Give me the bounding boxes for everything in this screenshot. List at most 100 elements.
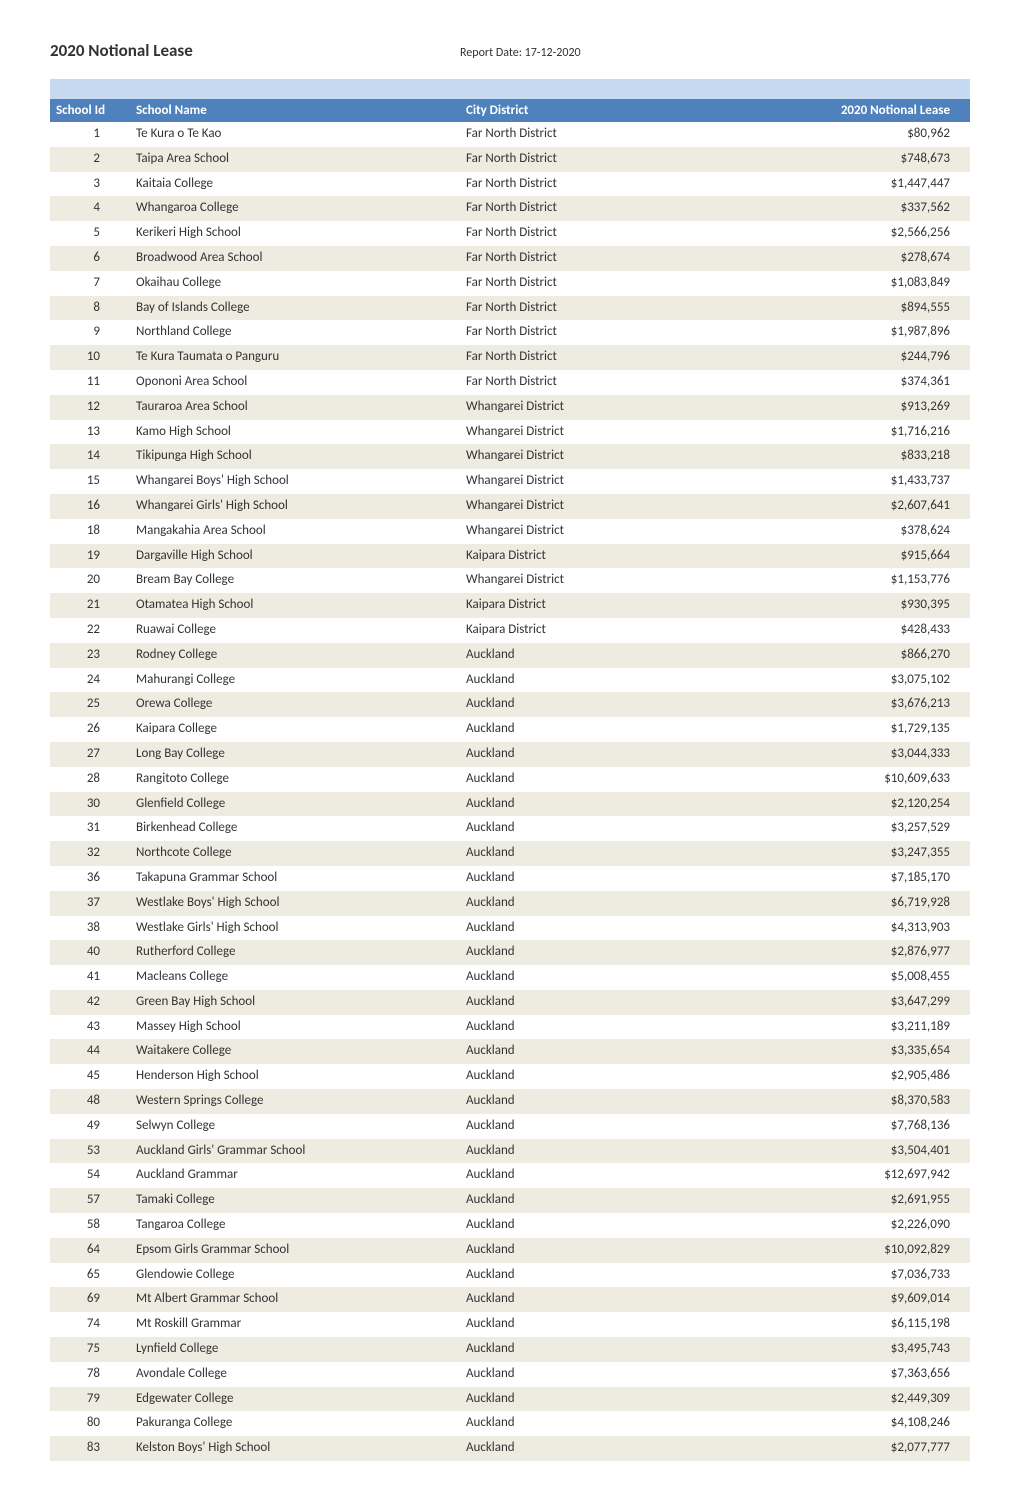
cell-city-district: Auckland: [460, 866, 720, 891]
table-row: 14Tikipunga High SchoolWhangarei Distric…: [50, 444, 970, 469]
table-row: 24Mahurangi CollegeAuckland$3,075,102: [50, 668, 970, 693]
cell-city-district: Whangarei District: [460, 395, 720, 420]
cell-notional-lease: $1,987,896: [720, 320, 970, 345]
table-row: 25Orewa CollegeAuckland$3,676,213: [50, 692, 970, 717]
table-row: 15Whangarei Boys' High SchoolWhangarei D…: [50, 469, 970, 494]
cell-city-district: Auckland: [460, 1312, 720, 1337]
cell-school-id: 3: [50, 172, 130, 197]
table-row: 31Birkenhead CollegeAuckland$3,257,529: [50, 816, 970, 841]
cell-notional-lease: $913,269: [720, 395, 970, 420]
report-date: Report Date: 17-12-2020: [460, 46, 581, 60]
cell-school-name: Auckland Girls' Grammar School: [130, 1139, 460, 1164]
cell-notional-lease: $3,504,401: [720, 1139, 970, 1164]
table-row: 1Te Kura o Te KaoFar North District$80,9…: [50, 122, 970, 147]
cell-school-id: 21: [50, 593, 130, 618]
cell-city-district: Auckland: [460, 1213, 720, 1238]
cell-notional-lease: $6,115,198: [720, 1312, 970, 1337]
cell-city-district: Auckland: [460, 940, 720, 965]
cell-city-district: Far North District: [460, 246, 720, 271]
cell-city-district: Auckland: [460, 1139, 720, 1164]
cell-city-district: Whangarei District: [460, 444, 720, 469]
cell-notional-lease: $80,962: [720, 122, 970, 147]
cell-city-district: Far North District: [460, 221, 720, 246]
cell-school-name: Epsom Girls Grammar School: [130, 1238, 460, 1263]
cell-notional-lease: $374,361: [720, 370, 970, 395]
cell-school-id: 75: [50, 1337, 130, 1362]
cell-school-name: Whangarei Boys' High School: [130, 469, 460, 494]
cell-city-district: Auckland: [460, 1163, 720, 1188]
cell-school-name: Green Bay High School: [130, 990, 460, 1015]
table-row: 28Rangitoto CollegeAuckland$10,609,633: [50, 767, 970, 792]
cell-school-name: Opononi Area School: [130, 370, 460, 395]
cell-notional-lease: $3,495,743: [720, 1337, 970, 1362]
cell-school-name: Ruawai College: [130, 618, 460, 643]
table-row: 4Whangaroa CollegeFar North District$337…: [50, 196, 970, 221]
cell-city-district: Auckland: [460, 692, 720, 717]
cell-school-id: 2: [50, 147, 130, 172]
cell-notional-lease: $3,676,213: [720, 692, 970, 717]
cell-school-id: 80: [50, 1411, 130, 1436]
cell-notional-lease: $278,674: [720, 246, 970, 271]
cell-school-id: 26: [50, 717, 130, 742]
cell-school-id: 54: [50, 1163, 130, 1188]
cell-notional-lease: $7,036,733: [720, 1263, 970, 1288]
table-row: 65Glendowie CollegeAuckland$7,036,733: [50, 1263, 970, 1288]
cell-city-district: Auckland: [460, 643, 720, 668]
cell-notional-lease: $8,370,583: [720, 1089, 970, 1114]
cell-city-district: Far North District: [460, 196, 720, 221]
cell-school-name: Westlake Boys' High School: [130, 891, 460, 916]
cell-city-district: Auckland: [460, 1039, 720, 1064]
cell-city-district: Whangarei District: [460, 568, 720, 593]
table-row: 43Massey High SchoolAuckland$3,211,189: [50, 1015, 970, 1040]
cell-notional-lease: $1,083,849: [720, 271, 970, 296]
cell-school-name: Kaipara College: [130, 717, 460, 742]
cell-notional-lease: $3,044,333: [720, 742, 970, 767]
cell-school-id: 64: [50, 1238, 130, 1263]
cell-school-name: Selwyn College: [130, 1114, 460, 1139]
cell-city-district: Far North District: [460, 320, 720, 345]
cell-school-name: Long Bay College: [130, 742, 460, 767]
cell-city-district: Auckland: [460, 1387, 720, 1412]
cell-notional-lease: $1,729,135: [720, 717, 970, 742]
cell-notional-lease: $7,363,656: [720, 1362, 970, 1387]
cell-city-district: Kaipara District: [460, 544, 720, 569]
table-row: 69Mt Albert Grammar SchoolAuckland$9,609…: [50, 1287, 970, 1312]
cell-notional-lease: $2,449,309: [720, 1387, 970, 1412]
table-row: 26Kaipara CollegeAuckland$1,729,135: [50, 717, 970, 742]
cell-school-name: Birkenhead College: [130, 816, 460, 841]
cell-school-id: 15: [50, 469, 130, 494]
cell-city-district: Far North District: [460, 345, 720, 370]
cell-school-name: Rodney College: [130, 643, 460, 668]
table-row: 27Long Bay CollegeAuckland$3,044,333: [50, 742, 970, 767]
cell-city-district: Auckland: [460, 990, 720, 1015]
table-row: 21Otamatea High SchoolKaipara District$9…: [50, 593, 970, 618]
cell-notional-lease: $378,624: [720, 519, 970, 544]
cell-city-district: Auckland: [460, 1436, 720, 1461]
table-row: 9Northland CollegeFar North District$1,9…: [50, 320, 970, 345]
cell-notional-lease: $3,247,355: [720, 841, 970, 866]
table-row: 30Glenfield CollegeAuckland$2,120,254: [50, 792, 970, 817]
cell-city-district: Auckland: [460, 1064, 720, 1089]
table-row: 3Kaitaia CollegeFar North District$1,447…: [50, 172, 970, 197]
cell-city-district: Kaipara District: [460, 593, 720, 618]
table-row: 79Edgewater CollegeAuckland$2,449,309: [50, 1387, 970, 1412]
cell-school-id: 48: [50, 1089, 130, 1114]
table-row: 53Auckland Girls' Grammar SchoolAuckland…: [50, 1139, 970, 1164]
cell-school-id: 11: [50, 370, 130, 395]
cell-school-name: Mangakahia Area School: [130, 519, 460, 544]
cell-school-name: Bream Bay College: [130, 568, 460, 593]
cell-notional-lease: $4,313,903: [720, 916, 970, 941]
cell-school-name: Kerikeri High School: [130, 221, 460, 246]
cell-school-name: Okaihau College: [130, 271, 460, 296]
table-row: 2Taipa Area SchoolFar North District$748…: [50, 147, 970, 172]
cell-notional-lease: $2,226,090: [720, 1213, 970, 1238]
cell-notional-lease: $2,607,641: [720, 494, 970, 519]
cell-school-name: Rutherford College: [130, 940, 460, 965]
cell-notional-lease: $866,270: [720, 643, 970, 668]
table-row: 10Te Kura Taumata o PanguruFar North Dis…: [50, 345, 970, 370]
cell-notional-lease: $10,609,633: [720, 767, 970, 792]
cell-school-name: Auckland Grammar: [130, 1163, 460, 1188]
cell-city-district: Far North District: [460, 122, 720, 147]
table-row: 38Westlake Girls' High SchoolAuckland$4,…: [50, 916, 970, 941]
cell-city-district: Auckland: [460, 1337, 720, 1362]
